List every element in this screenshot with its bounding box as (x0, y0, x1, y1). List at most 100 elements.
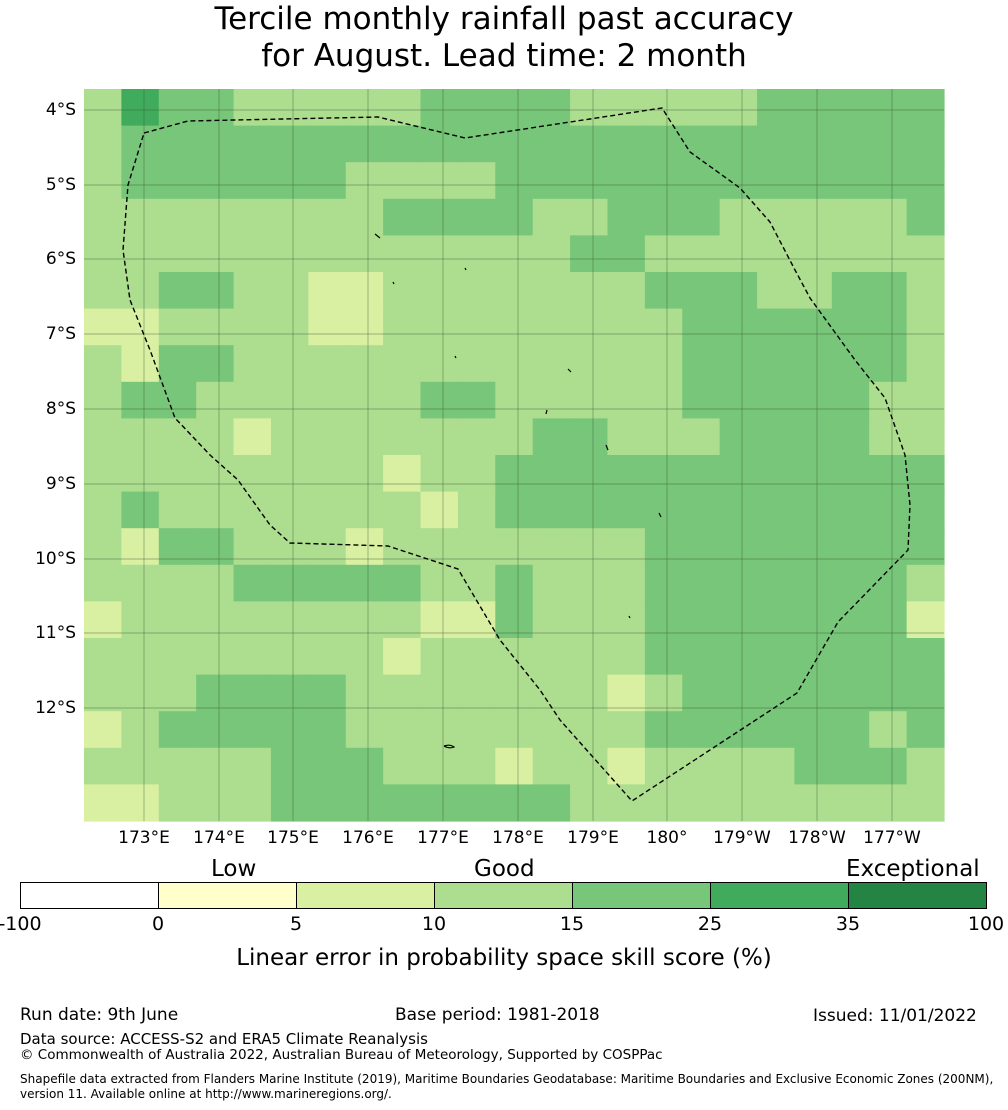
grid-cell (233, 747, 272, 785)
lon-label: 178°E (492, 828, 544, 848)
grid-cell (84, 345, 122, 383)
grid-cell (196, 638, 235, 676)
grid-cell (196, 711, 235, 749)
grid-cell (570, 711, 609, 749)
grid-cell (794, 345, 833, 383)
grid-cell (682, 455, 721, 493)
grid-cell (831, 638, 870, 676)
grid-cell (794, 601, 833, 639)
grid-cell (308, 491, 347, 529)
grid-cell (495, 491, 534, 529)
grid-cell (84, 528, 122, 566)
grid-cell (495, 162, 534, 200)
grid-cell (270, 455, 309, 493)
grid-cell (84, 491, 122, 529)
grid-cell (495, 601, 534, 639)
grid-cell (84, 747, 122, 785)
grid-cell (420, 638, 459, 676)
grid-cell (495, 198, 534, 236)
grid-cell (196, 381, 235, 419)
grid-cell (383, 272, 422, 310)
grid-cell (644, 528, 683, 566)
grid-cell (869, 272, 908, 310)
grid-cell (270, 418, 309, 456)
grid-cell (270, 564, 309, 602)
grid-cell (532, 381, 571, 419)
colorbar-tick: 35 (835, 913, 861, 935)
legend-category-exceptional: Exceptional (846, 856, 980, 882)
shapefile-credit-line2: version 11. Available online at http://w… (20, 1087, 392, 1101)
grid-cell (196, 235, 235, 273)
grid-cell (495, 747, 534, 785)
grid-cell (719, 528, 758, 566)
grid-cell (158, 418, 197, 456)
grid-cell (121, 491, 160, 529)
grid-cell (682, 784, 721, 822)
grid-cell (757, 198, 796, 236)
grid-cell (420, 747, 459, 785)
lon-label: 175°E (267, 828, 319, 848)
grid-cell (233, 162, 272, 200)
grid-cell (532, 528, 571, 566)
grid-cell (719, 418, 758, 456)
grid-cell (383, 455, 422, 493)
grid-cell (308, 528, 347, 566)
grid-cell (831, 601, 870, 639)
grid-cell (570, 528, 609, 566)
grid-cell (794, 784, 833, 822)
grid-cell (383, 784, 422, 822)
grid-cell (158, 125, 197, 163)
grid-cell (831, 125, 870, 163)
grid-cell (270, 528, 309, 566)
legend-category-good: Good (474, 856, 535, 882)
grid-cell (869, 784, 908, 822)
grid-cell (121, 674, 160, 712)
grid-cell (84, 784, 122, 822)
grid-cell (158, 455, 197, 493)
grid-cell (607, 272, 646, 310)
grid-cell (383, 308, 422, 346)
grid-cell (757, 674, 796, 712)
grid-cell (121, 638, 160, 676)
grid-cell (794, 381, 833, 419)
grid-cell (794, 89, 833, 127)
grid-cell (84, 235, 122, 273)
grid-cell (869, 125, 908, 163)
grid-cell (158, 162, 197, 200)
grid-cell (84, 418, 122, 456)
grid-cell (682, 89, 721, 127)
grid-cell (270, 381, 309, 419)
grid-cell (345, 638, 384, 676)
grid-cell (831, 162, 870, 200)
grid-cell (570, 455, 609, 493)
grid-cell (532, 272, 571, 310)
grid-cell (644, 711, 683, 749)
grid-cell (831, 345, 870, 383)
grid-cell (831, 747, 870, 785)
grid-cell (757, 601, 796, 639)
grid-cell (84, 272, 122, 310)
grid-cell (794, 125, 833, 163)
grid-cell (644, 89, 683, 127)
grid-cell (682, 381, 721, 419)
grid-cell (869, 308, 908, 346)
grid-cell (121, 418, 160, 456)
grid-cell (644, 638, 683, 676)
grid-cell (644, 564, 683, 602)
grid-cell (719, 564, 758, 602)
grid-cell (495, 455, 534, 493)
grid-cell (831, 674, 870, 712)
grid-cell (495, 308, 534, 346)
grid-cell (495, 711, 534, 749)
grid-cell (644, 345, 683, 383)
grid-cell (84, 601, 122, 639)
grid-cell (121, 711, 160, 749)
colorbar-segment (159, 883, 297, 908)
grid-cell (682, 491, 721, 529)
grid-cell (757, 455, 796, 493)
colorbar-segment (849, 883, 986, 908)
grid-cell (345, 198, 384, 236)
grid-cell (532, 235, 571, 273)
island (567, 368, 572, 373)
grid-cell (158, 674, 197, 712)
